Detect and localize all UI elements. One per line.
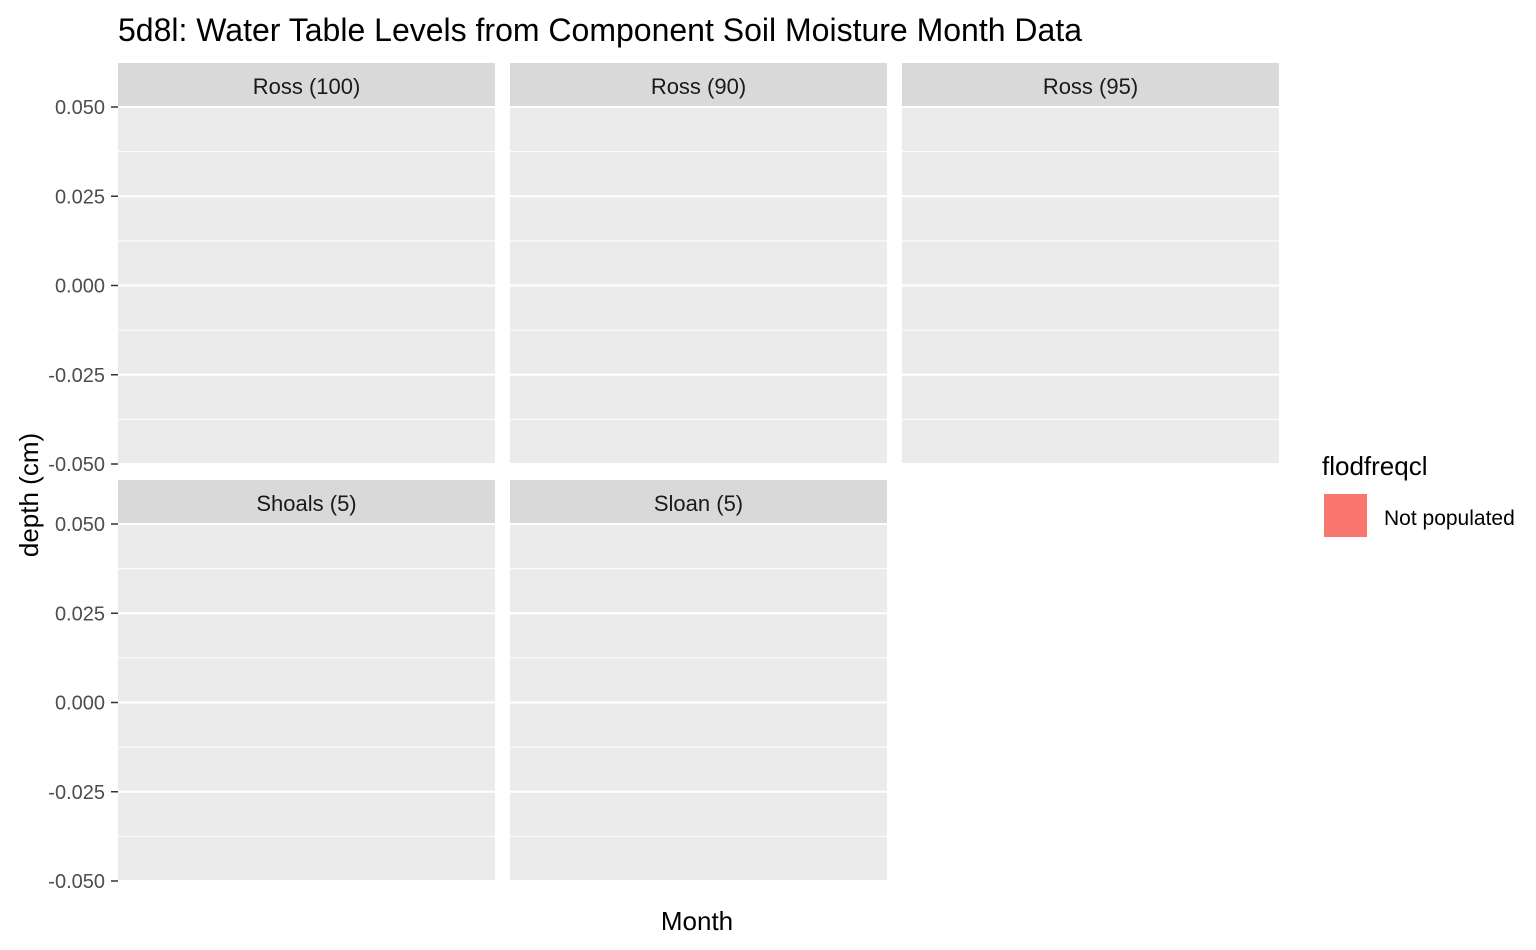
y-tick-label: 0.000: [55, 693, 105, 715]
facet-panel: Shoals (5) 0.050 0.025 0.000 -0.025 -0.050: [48, 480, 495, 893]
facet-strip-label: Sloan (5): [654, 491, 743, 516]
legend-item-label: Not populated: [1384, 507, 1515, 530]
y-tick-label: 0.000: [55, 276, 105, 298]
facet-strip-label: Shoals (5): [256, 491, 356, 516]
y-tick-label: 0.025: [55, 603, 105, 625]
facet-strip: [118, 63, 495, 107]
facet-strip: [510, 480, 887, 524]
y-tick-label: -0.050: [48, 454, 105, 476]
y-tick-label: 0.025: [55, 186, 105, 208]
facet-panels: Ross (100)0.0500.0250.000-0.025-0.050Ros…: [48, 63, 1279, 893]
y-tick-label: 0.050: [55, 97, 105, 119]
facet-strip: [902, 63, 1279, 107]
y-tick-label: -0.025: [48, 365, 105, 387]
x-axis-title: Month: [661, 906, 733, 936]
y-tick-label: 0.050: [55, 514, 105, 536]
legend-title: flodfreqcl: [1322, 451, 1428, 481]
legend-key-swatch: [1324, 494, 1367, 537]
facet-strip: [510, 63, 887, 107]
facet-panel: Sloan (5): [510, 480, 887, 882]
facet-strip-label: Ross (100): [253, 74, 361, 99]
y-tick-label: -0.050: [48, 871, 105, 893]
facet-panel: Ross (100) 0.050 0.025 0.000 -0.025 -0.050: [48, 63, 495, 476]
facet-strip-label: Ross (95): [1043, 74, 1138, 99]
facet-panel: Ross (90): [510, 63, 887, 465]
chart-title: 5d8l: Water Table Levels from Component …: [118, 12, 1082, 48]
y-tick-label: -0.025: [48, 782, 105, 804]
facet-strip-label: Ross (90): [651, 74, 746, 99]
facet-strip: [118, 480, 495, 524]
facet-panel: Ross (95): [902, 63, 1279, 465]
y-axis-title: depth (cm): [14, 433, 44, 557]
legend: flodfreqcl Not populated: [1322, 451, 1515, 537]
